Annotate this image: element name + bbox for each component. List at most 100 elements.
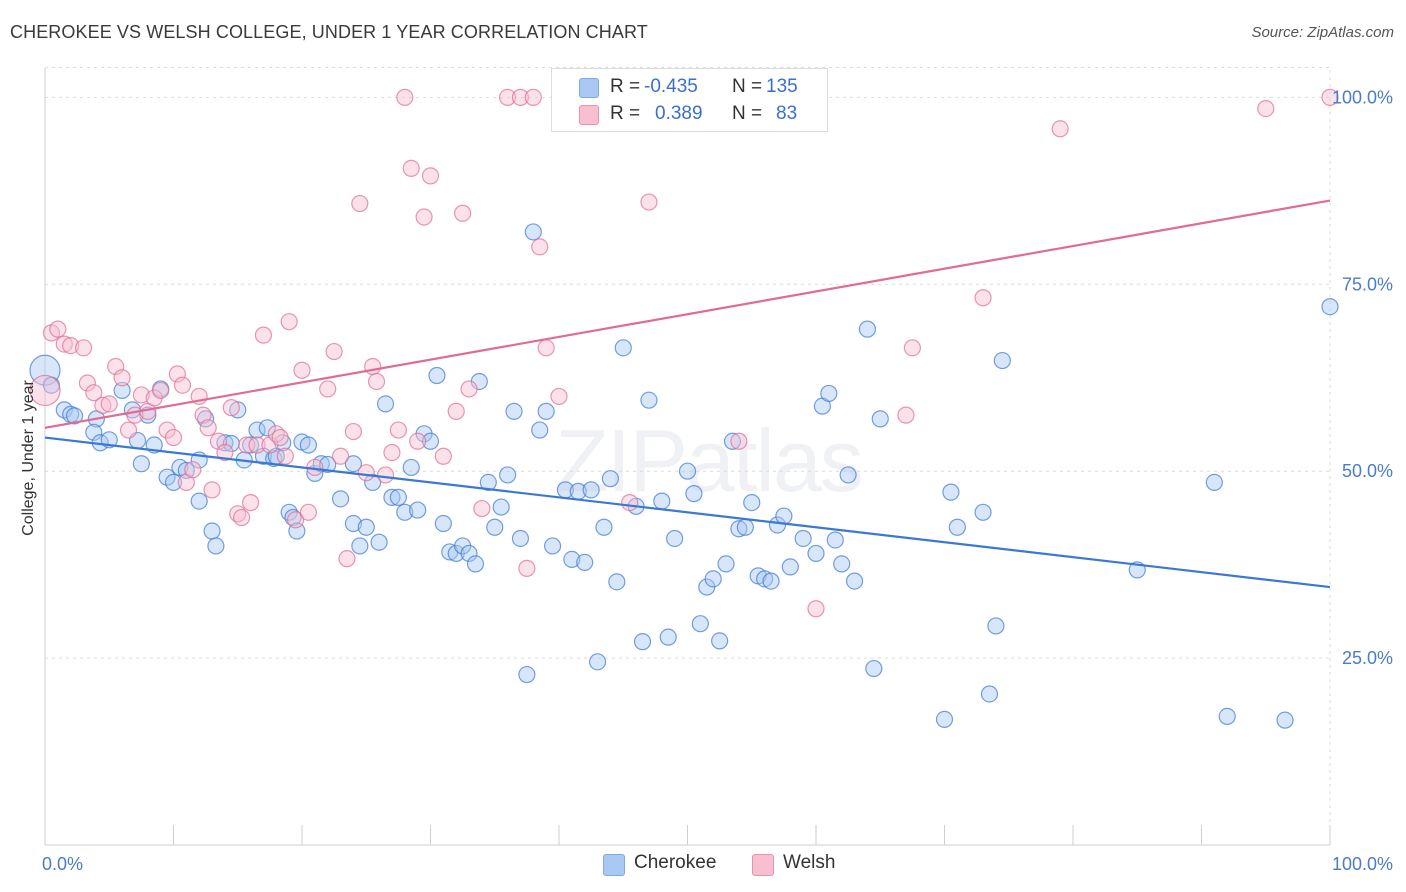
- welsh-point: [286, 511, 305, 529]
- cherokee-point: [608, 573, 626, 591]
- cherokee-point: [736, 518, 754, 536]
- welsh-point: [396, 88, 414, 106]
- cherokee-point: [402, 458, 420, 477]
- welsh-point: [389, 421, 407, 439]
- welsh-point: [640, 193, 658, 211]
- cherokee-point: [942, 483, 960, 501]
- welsh-point: [319, 380, 337, 398]
- welsh-point: [367, 372, 386, 391]
- cherokee-point: [344, 514, 362, 533]
- cherokee-point: [858, 320, 877, 338]
- legend-r-value: -0.435: [644, 76, 698, 97]
- welsh-point: [531, 238, 549, 256]
- cherokee-point: [1218, 707, 1236, 726]
- cherokee-point: [640, 391, 658, 409]
- cherokee-point: [781, 558, 799, 576]
- cherokee-point: [299, 436, 318, 454]
- welsh-points: [29, 88, 1339, 618]
- welsh-point: [242, 493, 260, 512]
- welsh-point: [233, 508, 251, 527]
- cherokee-point: [820, 384, 838, 403]
- welsh-point: [511, 88, 530, 106]
- welsh-point: [293, 361, 311, 379]
- cherokee-point: [935, 710, 954, 729]
- watermark: ZIPatlas: [555, 410, 864, 512]
- cherokee-point: [460, 544, 478, 563]
- welsh-point: [1257, 99, 1275, 118]
- welsh-point: [364, 357, 382, 376]
- welsh-point: [903, 339, 921, 357]
- cherokee-point: [678, 462, 697, 480]
- welsh-point: [351, 194, 369, 213]
- cherokee-point: [633, 633, 652, 651]
- welsh-point: [383, 443, 401, 462]
- cherokee-point: [396, 503, 414, 521]
- welsh-point: [216, 443, 234, 462]
- welsh-point: [184, 461, 202, 479]
- trend-lines: [44, 199, 1331, 589]
- cherokee-point: [85, 423, 103, 441]
- cherokee-point: [177, 461, 195, 480]
- cherokee-point: [563, 550, 581, 569]
- cherokee-point: [833, 555, 851, 573]
- cherokee-point: [248, 421, 266, 439]
- cherokee-point: [948, 518, 966, 536]
- cherokee-point: [839, 466, 857, 484]
- cherokee-point: [531, 421, 549, 439]
- source-label: Source: ZipAtlas.com: [1251, 24, 1394, 41]
- welsh-point: [421, 167, 440, 185]
- cherokee-point: [216, 434, 234, 452]
- welsh-point: [100, 395, 118, 413]
- welsh-point: [1321, 88, 1339, 106]
- welsh-point: [325, 342, 343, 361]
- cherokee-point: [755, 570, 774, 588]
- cherokee-point: [434, 514, 452, 533]
- legend-n-value: 135: [766, 76, 798, 97]
- cherokee-point: [524, 223, 542, 241]
- cherokee-point: [389, 488, 407, 506]
- welsh-point: [113, 369, 131, 387]
- cherokee-point: [987, 617, 1005, 635]
- stats-legend: R = -0.435 N = 135 R = 0.389 N = 83: [551, 68, 828, 132]
- cherokee-point: [1205, 473, 1223, 492]
- welsh-point: [550, 387, 568, 406]
- cherokee-point: [466, 555, 485, 573]
- y-tick-label: 25.0%: [1342, 648, 1393, 668]
- welsh-point: [94, 396, 112, 414]
- cherokee-point: [653, 492, 671, 510]
- welsh-point: [518, 559, 536, 577]
- cherokee-point: [993, 351, 1011, 370]
- cherokee-point: [357, 518, 375, 536]
- cherokee-point: [768, 516, 787, 534]
- cherokee-point: [229, 401, 247, 419]
- cherokee-point: [479, 473, 497, 492]
- welsh-point: [49, 320, 67, 338]
- welsh-point: [62, 336, 80, 355]
- cherokee-point: [711, 632, 729, 650]
- y-tick-label: 100.0%: [1332, 87, 1393, 107]
- welsh-point: [454, 204, 472, 222]
- welsh-point: [447, 402, 465, 420]
- cherokee-point: [351, 537, 369, 555]
- cherokee-point: [762, 572, 780, 590]
- cherokee-point: [492, 498, 510, 516]
- cherokee-point: [370, 533, 388, 551]
- cherokee-point: [421, 432, 440, 450]
- cherokee-point: [576, 553, 594, 572]
- y-tick-label: 75.0%: [1342, 274, 1393, 294]
- cherokee-point: [207, 537, 225, 555]
- welsh-point: [222, 399, 240, 417]
- cherokee-point: [704, 570, 722, 588]
- cherokee-point: [331, 490, 350, 508]
- cherokee-points: [29, 223, 1339, 729]
- cherokee-point: [409, 501, 427, 519]
- cherokee-point: [113, 381, 131, 400]
- gridlines: [45, 66, 1331, 845]
- welsh-point: [280, 313, 298, 331]
- cherokee-point: [807, 544, 825, 563]
- welsh-point: [78, 374, 97, 392]
- cherokee-point: [543, 537, 562, 555]
- cherokee-point: [865, 659, 883, 678]
- cherokee-point: [666, 529, 684, 548]
